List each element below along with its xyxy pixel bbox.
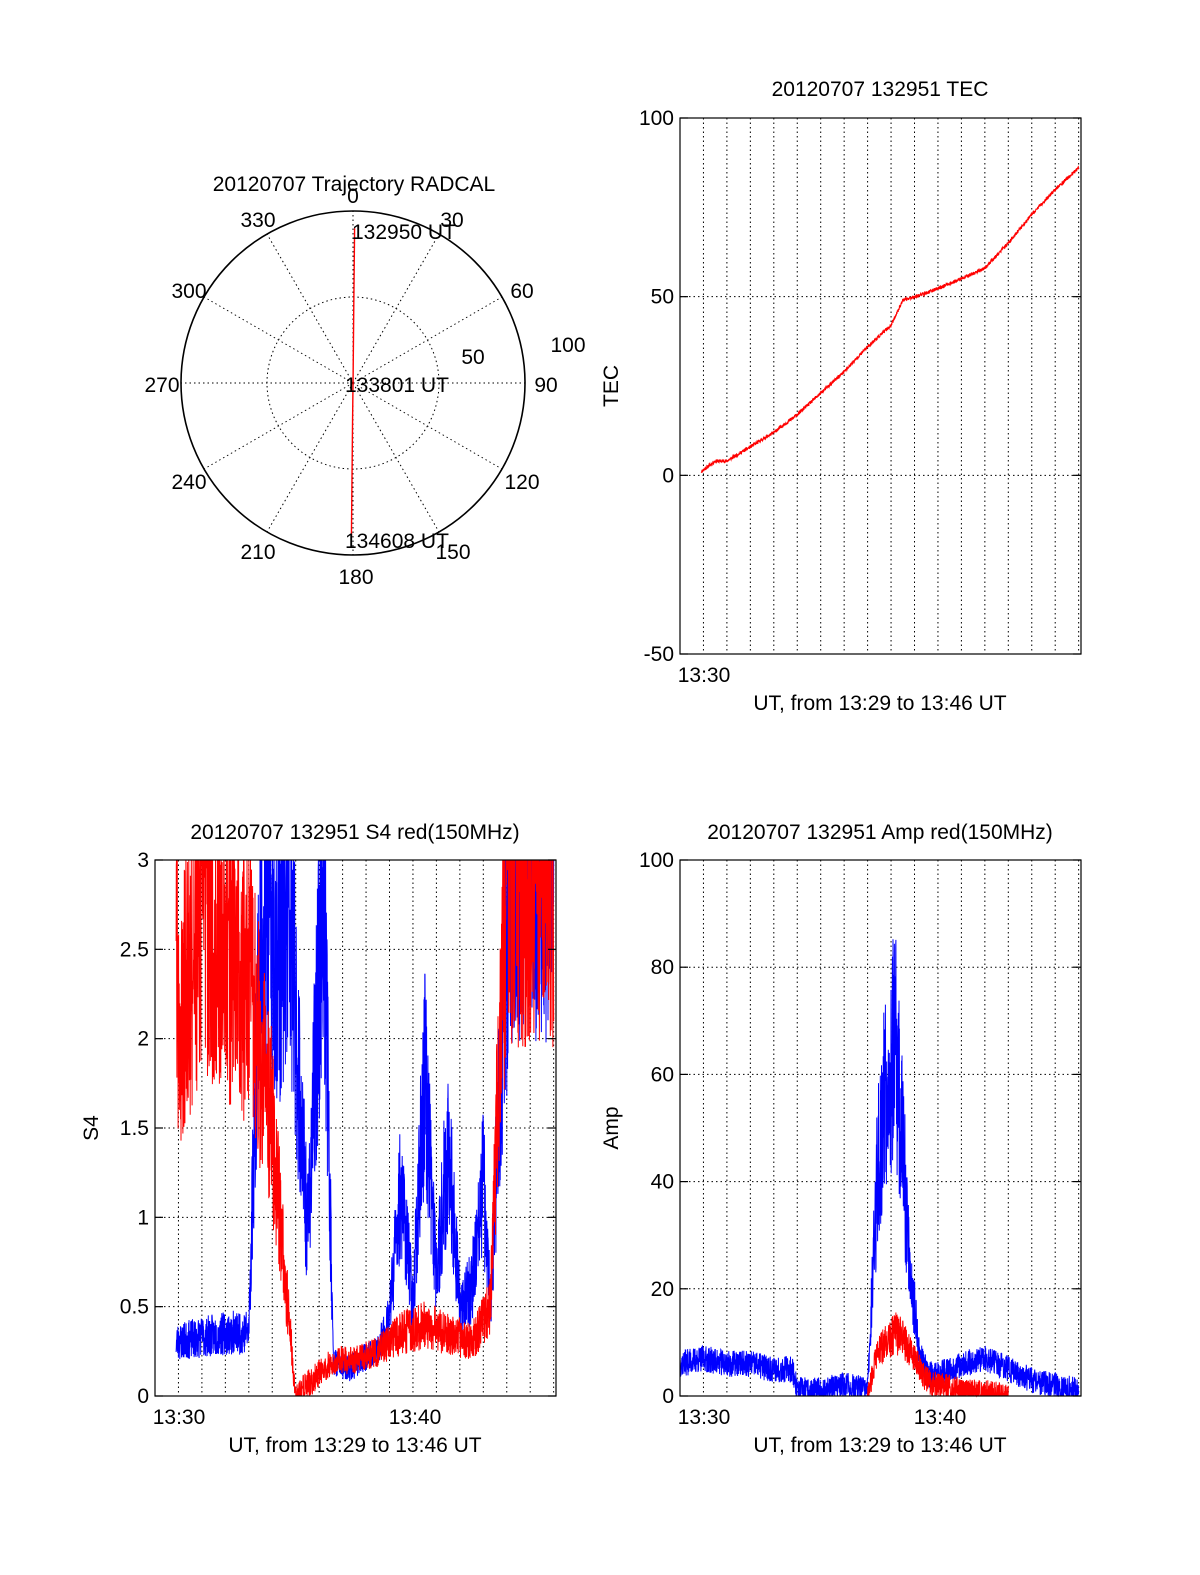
polar-spoke — [203, 296, 354, 384]
amp-y-tick-label: 20 — [651, 1278, 674, 1301]
s4-y-tick-label: 0 — [137, 1385, 149, 1408]
az-label-180: 180 — [338, 566, 373, 589]
s4-panel: 20120707 132951 S4 red(150MHz) 0 0.5 1 1.5 2… — [80, 821, 557, 1457]
amp-plot-frame — [679, 859, 1082, 1397]
amp-series — [679, 939, 1080, 1398]
az-label-90: 90 — [534, 374, 557, 397]
polar-azimuth-labels: 0 30 60 90 120 150 180 210 240 270 300 3… — [144, 185, 557, 589]
amp-y-tick-label: 100 — [639, 849, 674, 872]
az-label-0: 0 — [347, 185, 359, 208]
tec-grid — [680, 118, 1081, 654]
tec-x-label: UT, from 13:29 to 13:46 UT — [753, 692, 1006, 715]
tec-series — [700, 165, 1080, 473]
az-label-330: 330 — [240, 209, 275, 232]
polar-spoke — [352, 296, 503, 384]
amp-x-tick-0: 13:30 — [678, 1406, 731, 1429]
s4-y-tick-label: 1.5 — [120, 1117, 149, 1140]
radial-tick-100: 100 — [550, 334, 585, 357]
trajectory-line — [350, 228, 356, 538]
s4-series-line — [175, 859, 555, 1397]
az-label-120: 120 — [504, 471, 539, 494]
az-label-240: 240 — [171, 471, 206, 494]
amp-panel: 20120707 132951 Amp red(150MHz) 0 20 40 60 8… — [600, 821, 1082, 1457]
polar-trajectory — [350, 228, 356, 538]
s4-y-label: S4 — [80, 1115, 103, 1141]
tec-y-ticks: -50 0 50 100 — [639, 107, 1081, 666]
polar-spoke — [203, 382, 354, 470]
tec-y-tick-label: 100 — [639, 107, 674, 130]
s4-y-tick-label: 1 — [137, 1206, 149, 1229]
polar-spoke — [352, 382, 440, 533]
trajectory-end-annotation: 134608 UT — [345, 530, 449, 553]
polar-trajectory-panel: 20120707 Trajectory RADCAL 0 30 60 90 12… — [144, 173, 585, 589]
amp-y-tick-label: 60 — [651, 1063, 674, 1086]
tec-y-label: TEC — [600, 365, 623, 407]
amp-series-line — [679, 939, 1080, 1398]
polar-grid — [181, 211, 525, 555]
s4-y-ticks: 0 0.5 1 1.5 2 2.5 3 — [120, 849, 556, 1408]
az-label-150: 150 — [435, 541, 470, 564]
tec-y-tick-label: 0 — [662, 464, 674, 487]
az-label-60: 60 — [510, 280, 533, 303]
polar-spoke — [266, 233, 354, 384]
s4-title: 20120707 132951 S4 red(150MHz) — [190, 821, 519, 844]
amp-x-label: UT, from 13:29 to 13:46 UT — [753, 1434, 1006, 1457]
trajectory-start-annotation: 132950 UT — [352, 221, 456, 244]
s4-y-tick-label: 0.5 — [120, 1296, 149, 1319]
amp-y-ticks: 0 20 40 60 80 100 — [639, 849, 1081, 1408]
amp-y-tick-label: 80 — [651, 956, 674, 979]
tec-series-line — [700, 165, 1080, 473]
polar-spoke — [266, 382, 354, 533]
s4-x-tick-1: 13:40 — [389, 1406, 442, 1429]
polar-title: 20120707 Trajectory RADCAL — [213, 173, 496, 196]
amp-title: 20120707 132951 Amp red(150MHz) — [707, 821, 1053, 844]
amp-x-tick-1: 13:40 — [914, 1406, 967, 1429]
s4-x-label: UT, from 13:29 to 13:46 UT — [228, 1434, 481, 1457]
s4-y-tick-label: 2 — [137, 1028, 149, 1051]
trajectory-mid-annotation: 133801 UT — [345, 374, 449, 397]
amp-series-line — [867, 1312, 1009, 1398]
amp-grid — [680, 860, 1081, 1396]
polar-spoke — [352, 382, 503, 470]
s4-y-tick-label: 2.5 — [120, 938, 149, 961]
tec-y-tick-label: -50 — [644, 643, 674, 666]
tec-plot-frame — [679, 117, 1082, 655]
s4-y-tick-label: 3 — [137, 849, 149, 872]
az-label-270: 270 — [144, 374, 179, 397]
polar-spoke — [352, 233, 440, 384]
az-label-210: 210 — [240, 541, 275, 564]
tec-y-tick-label: 50 — [651, 286, 674, 309]
tec-panel: 20120707 132951 TEC -50 0 50 100 13:30 UT, … — [600, 78, 1082, 715]
amp-y-label: Amp — [600, 1106, 623, 1149]
amp-y-tick-label: 0 — [662, 1385, 674, 1408]
tec-x-tick-0: 13:30 — [678, 664, 731, 687]
radial-tick-50: 50 — [461, 346, 484, 369]
az-label-30: 30 — [440, 209, 463, 232]
az-label-300: 300 — [171, 280, 206, 303]
s4-series — [175, 859, 555, 1397]
polar-outer-ring — [180, 210, 526, 556]
s4-x-tick-0: 13:30 — [153, 1406, 206, 1429]
amp-y-tick-label: 40 — [651, 1171, 674, 1194]
tec-title: 20120707 132951 TEC — [772, 78, 989, 101]
